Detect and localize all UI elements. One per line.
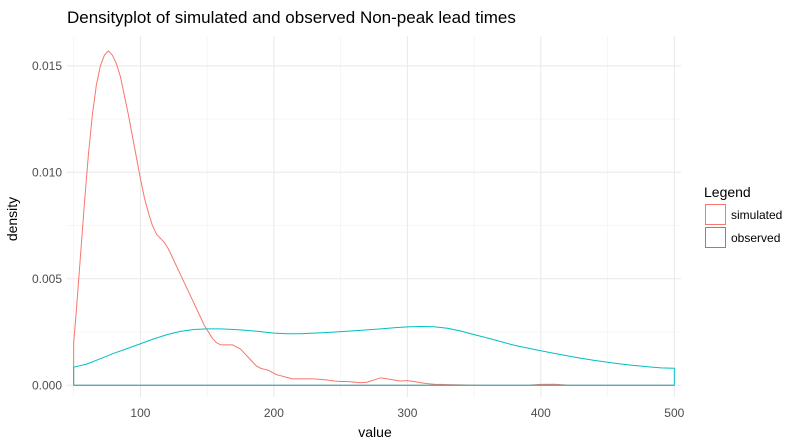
series-line-observed (73, 326, 675, 386)
y-axis-title: density (4, 197, 20, 241)
x-tick-label: 100 (130, 406, 150, 420)
legend: Legend simulated observed (704, 184, 782, 248)
y-tick-label: 0.005 (32, 272, 62, 286)
x-tick-label: 500 (664, 406, 684, 420)
legend-key-simulated (705, 204, 726, 225)
legend-title: Legend (704, 184, 751, 200)
x-tick-label: 400 (531, 406, 551, 420)
x-tick-label: 200 (264, 406, 284, 420)
y-axis: 0.000 0.005 0.010 0.015 (32, 59, 62, 392)
legend-label-simulated: simulated (731, 208, 782, 222)
series-area (73, 50, 675, 386)
x-axis: 100 200 300 400 500 (130, 406, 684, 420)
legend-key-observed (705, 227, 726, 248)
series-line-simulated (73, 50, 675, 386)
y-tick-label: 0.015 (32, 59, 62, 73)
legend-label-observed: observed (731, 231, 780, 245)
y-tick-label: 0.010 (32, 165, 62, 179)
x-axis-title: value (358, 424, 392, 440)
x-tick-label: 300 (397, 406, 417, 420)
y-tick-label: 0.000 (32, 378, 62, 392)
chart-title: Densityplot of simulated and observed No… (67, 8, 516, 27)
